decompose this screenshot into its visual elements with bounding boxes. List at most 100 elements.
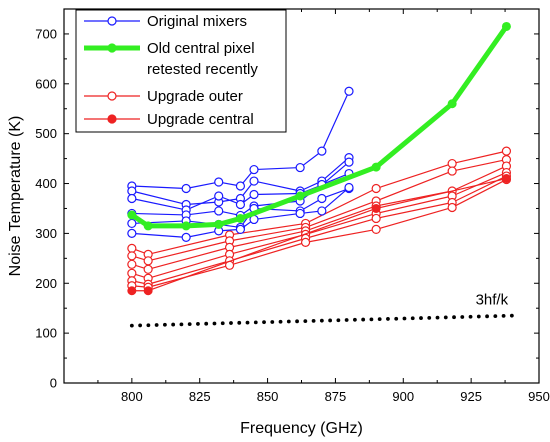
legend-label-line2: retested recently [147, 61, 258, 78]
series-layer [127, 21, 512, 296]
series-line [131, 177, 507, 292]
reference-dot [476, 314, 481, 319]
reference-dot [163, 322, 167, 327]
data-point [235, 181, 246, 191]
reference-dot [262, 320, 266, 325]
data-point [127, 251, 137, 261]
series-original [127, 86, 354, 194]
x-tick-label: 950 [528, 389, 550, 404]
reference-dot [237, 320, 242, 325]
data-point [447, 166, 457, 176]
reference-dot [245, 320, 250, 325]
x-axis-title: Frequency (GHz) [240, 420, 363, 437]
legend: Original mixers Old central pixel retested… [75, 9, 287, 133]
x-tick-label: 825 [189, 389, 211, 404]
legend-swatch-marker [107, 114, 117, 124]
reference-dot [278, 319, 283, 324]
data-point [127, 186, 137, 196]
y-tick-label: 100 [35, 326, 57, 341]
legend-entry-upgrade-central: Upgrade central [84, 111, 254, 128]
data-point [143, 264, 153, 274]
reference-dot [353, 317, 357, 322]
data-point [143, 221, 153, 231]
data-point [127, 193, 137, 204]
data-point [249, 164, 259, 175]
data-point [300, 237, 311, 247]
x-tick-label: 800 [121, 389, 143, 404]
reference-dot [402, 316, 407, 321]
data-point [214, 206, 224, 216]
y-tick-label: 500 [35, 126, 57, 141]
reference-dot [220, 321, 225, 326]
reference-dot [394, 316, 399, 321]
reference-dot [460, 315, 465, 319]
data-point [447, 202, 457, 213]
reference-dot [419, 316, 423, 320]
data-point [371, 224, 381, 235]
y-tick-label: 0 [50, 376, 57, 391]
reference-dot [509, 313, 514, 318]
data-point [181, 221, 191, 231]
reference-dot [501, 313, 506, 318]
data-point [214, 191, 224, 201]
data-point [295, 191, 305, 201]
data-point [249, 189, 259, 200]
data-point [235, 213, 245, 223]
reference-dot [146, 323, 151, 328]
data-point [181, 183, 191, 194]
reference-dot [386, 317, 390, 321]
legend-label: Upgrade outer [147, 88, 243, 105]
y-axis-title: Noise Temperature (K) [7, 116, 24, 277]
data-point [371, 213, 381, 224]
legend-swatch-marker [107, 43, 117, 53]
data-point [127, 259, 137, 269]
legend-label: Original mixers [147, 13, 247, 30]
reference-dot [485, 314, 489, 319]
legend-entry-old-central: Old central pixel retested recently [84, 40, 258, 78]
reference-dot [129, 323, 134, 328]
data-point [371, 162, 381, 172]
reference-dot [171, 322, 176, 327]
reference-dot [311, 318, 316, 323]
y-tick-label: 400 [35, 176, 57, 191]
data-point [235, 224, 246, 235]
legend-box [75, 9, 287, 133]
data-point [371, 203, 381, 213]
data-point [317, 193, 327, 204]
reference-dot [303, 319, 308, 324]
data-point [214, 177, 224, 187]
reference-dot [270, 320, 275, 324]
y-tick-label: 600 [35, 76, 57, 91]
data-point [235, 199, 246, 210]
data-point [249, 176, 259, 186]
data-point [344, 182, 354, 193]
data-point [127, 268, 137, 278]
data-point [447, 158, 457, 169]
reference-dot [319, 318, 324, 323]
data-point [501, 21, 511, 31]
data-point [501, 146, 512, 156]
plot-frame [63, 8, 540, 384]
reference-dot [204, 321, 209, 326]
data-point [295, 208, 305, 219]
data-point [214, 219, 224, 229]
reference-dot [154, 323, 159, 327]
series-upgrade-central [127, 174, 511, 296]
reference-dot [468, 314, 473, 319]
reference-dot [138, 323, 143, 328]
data-point [127, 243, 137, 253]
data-point [127, 286, 137, 296]
reference-dot [328, 318, 333, 323]
series-old-central [127, 21, 511, 231]
reference-dot [336, 318, 341, 323]
data-point [181, 232, 191, 242]
legend-entry-original: Original mixers [84, 13, 247, 30]
legend-label: Upgrade central [147, 111, 254, 128]
data-point [317, 206, 327, 216]
reference-dot [179, 322, 184, 327]
x-tick-label: 925 [460, 389, 482, 404]
data-point [371, 183, 381, 194]
x-tick-label: 875 [325, 389, 347, 404]
reference-dot [187, 322, 192, 327]
